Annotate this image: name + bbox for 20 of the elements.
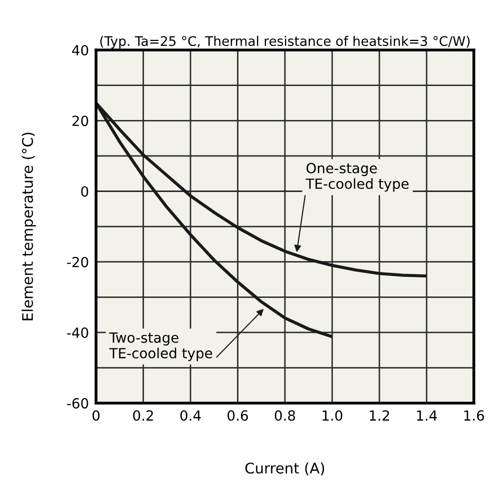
y-tick-label: -40	[67, 327, 88, 338]
x-axis-title: Current (A)	[245, 462, 324, 476]
x-tick-label: 1.6	[464, 410, 484, 421]
x-tick-label: 0.4	[180, 410, 201, 421]
x-tick-label: 0.8	[274, 410, 296, 421]
annotation: One-stage TE-cooled type	[306, 162, 409, 192]
y-tick-label: -60	[67, 398, 88, 409]
x-tick-label: 1.4	[417, 410, 437, 421]
x-tick-label: 1.0	[322, 410, 342, 421]
y-tick-label: -20	[67, 256, 88, 268]
annotation: Two-stage TE-cooled type	[109, 332, 212, 362]
x-tick-label: 1.2	[370, 410, 390, 421]
x-tick-label: 0	[92, 410, 100, 421]
y-tick-label: 40	[72, 44, 88, 56]
chart-title: (Typ. Ta=25 °C, Thermal resistance of heatsink=3 °C/W)	[100, 36, 470, 49]
y-axis-title: Element temperature (°C)	[22, 132, 36, 320]
x-tick-label: 0.2	[133, 410, 153, 421]
x-tick-label: 0.6	[228, 410, 248, 421]
y-tick-label: 20	[72, 116, 88, 126]
y-tick-label: 0	[81, 186, 88, 197]
